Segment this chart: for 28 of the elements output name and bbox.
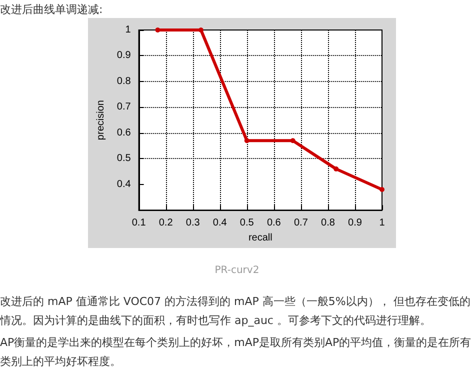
y-tick-label: 0.7 [116,102,132,113]
y-tick-label: 0.5 [116,153,132,164]
x-tick-label: 0.7 [294,218,308,229]
x-tick-label: 0.4 [212,218,228,229]
y-tick-label: 1 [125,24,132,36]
x-tick-label: 0.6 [266,218,282,229]
x-tick-label: 0.2 [158,218,174,229]
point [155,28,160,32]
text: 改进后曲线单调递减: [0,2,103,17]
x-tick-label: 0.9 [348,218,362,229]
text: PR-curv2 [214,265,260,276]
x-axis-title: recall [248,232,272,244]
text: 改进后的 mAP 值通常比 VOC07 的方法得到的 mAP 高一些（一般5%以内）， 但也存在变低的情况。因为计算的是曲线下的面积，有时也写作 ap_auc 。可参考下文的代码进行理解。 [0,294,472,329]
point [380,187,384,192]
x-tick-label: 1 [379,218,386,229]
y-tick-label: 0.6 [116,127,132,138]
y-axis-title: precision [96,100,106,140]
point [334,166,339,172]
y-tick-label: 0.8 [116,76,132,87]
text: AP衡量的是学出来的模型在每个类别上的好坏，mAP是取所有类别AP的平均值，衡量的是在所有类别上的平均好坏程度。 [0,335,472,370]
point [244,138,250,144]
x-tick-label: 0.3 [186,218,200,229]
y-tick-label: 0.9 [116,50,132,62]
x-tick-label: 0.8 [321,218,336,229]
x-tick-label: 0.1 [132,218,146,229]
point [290,138,296,144]
x-tick-label: 0.5 [240,218,254,229]
y-tick-label: 0.4 [116,178,132,190]
